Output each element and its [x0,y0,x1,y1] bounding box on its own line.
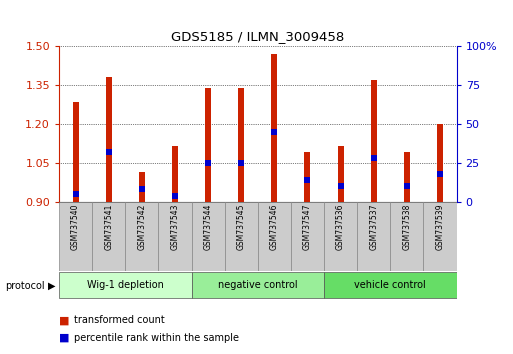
FancyBboxPatch shape [357,202,390,271]
Bar [106,77,112,202]
Text: ▶: ▶ [48,281,55,291]
FancyBboxPatch shape [191,272,324,298]
Bar [271,54,278,202]
Point [303,177,311,183]
FancyBboxPatch shape [324,202,357,271]
FancyBboxPatch shape [291,202,324,271]
FancyBboxPatch shape [59,202,92,271]
Bar [404,153,410,202]
Bar [205,87,211,202]
FancyBboxPatch shape [125,202,159,271]
Text: GSM737544: GSM737544 [204,204,212,250]
Text: ■: ■ [59,333,69,343]
FancyBboxPatch shape [390,202,423,271]
Bar [172,146,178,202]
Text: percentile rank within the sample: percentile rank within the sample [74,333,240,343]
Text: GSM737540: GSM737540 [71,204,80,250]
FancyBboxPatch shape [159,202,191,271]
Text: GSM737538: GSM737538 [402,204,411,250]
FancyBboxPatch shape [324,272,457,298]
Point [204,160,212,166]
Point [403,183,411,189]
Text: protocol: protocol [5,281,45,291]
FancyBboxPatch shape [191,202,225,271]
Text: vehicle control: vehicle control [354,280,426,290]
FancyBboxPatch shape [423,202,457,271]
Text: GSM737547: GSM737547 [303,204,312,250]
Point [105,149,113,155]
Text: ■: ■ [59,315,69,325]
Bar [72,102,78,202]
Point [370,155,378,161]
Title: GDS5185 / ILMN_3009458: GDS5185 / ILMN_3009458 [171,30,344,44]
Text: transformed count: transformed count [74,315,165,325]
Bar [238,87,244,202]
Bar [338,146,344,202]
Bar [305,153,310,202]
Point [237,160,245,166]
Point [171,193,179,198]
Text: GSM737542: GSM737542 [137,204,146,250]
Text: Wig-1 depletion: Wig-1 depletion [87,280,164,290]
Text: GSM737536: GSM737536 [336,204,345,250]
Point [71,191,80,197]
Text: negative control: negative control [218,280,298,290]
Text: GSM737545: GSM737545 [236,204,246,250]
Text: GSM737546: GSM737546 [270,204,279,250]
FancyBboxPatch shape [258,202,291,271]
Point [436,171,444,177]
FancyBboxPatch shape [92,202,125,271]
FancyBboxPatch shape [59,272,191,298]
Bar [139,172,145,202]
Text: GSM737543: GSM737543 [170,204,180,250]
Bar [437,124,443,202]
FancyBboxPatch shape [225,202,258,271]
Text: GSM737537: GSM737537 [369,204,378,250]
Bar [371,80,377,202]
Point [337,183,345,189]
Text: GSM737539: GSM737539 [436,204,444,250]
Point [270,129,279,135]
Point [137,187,146,192]
Text: GSM737541: GSM737541 [104,204,113,250]
